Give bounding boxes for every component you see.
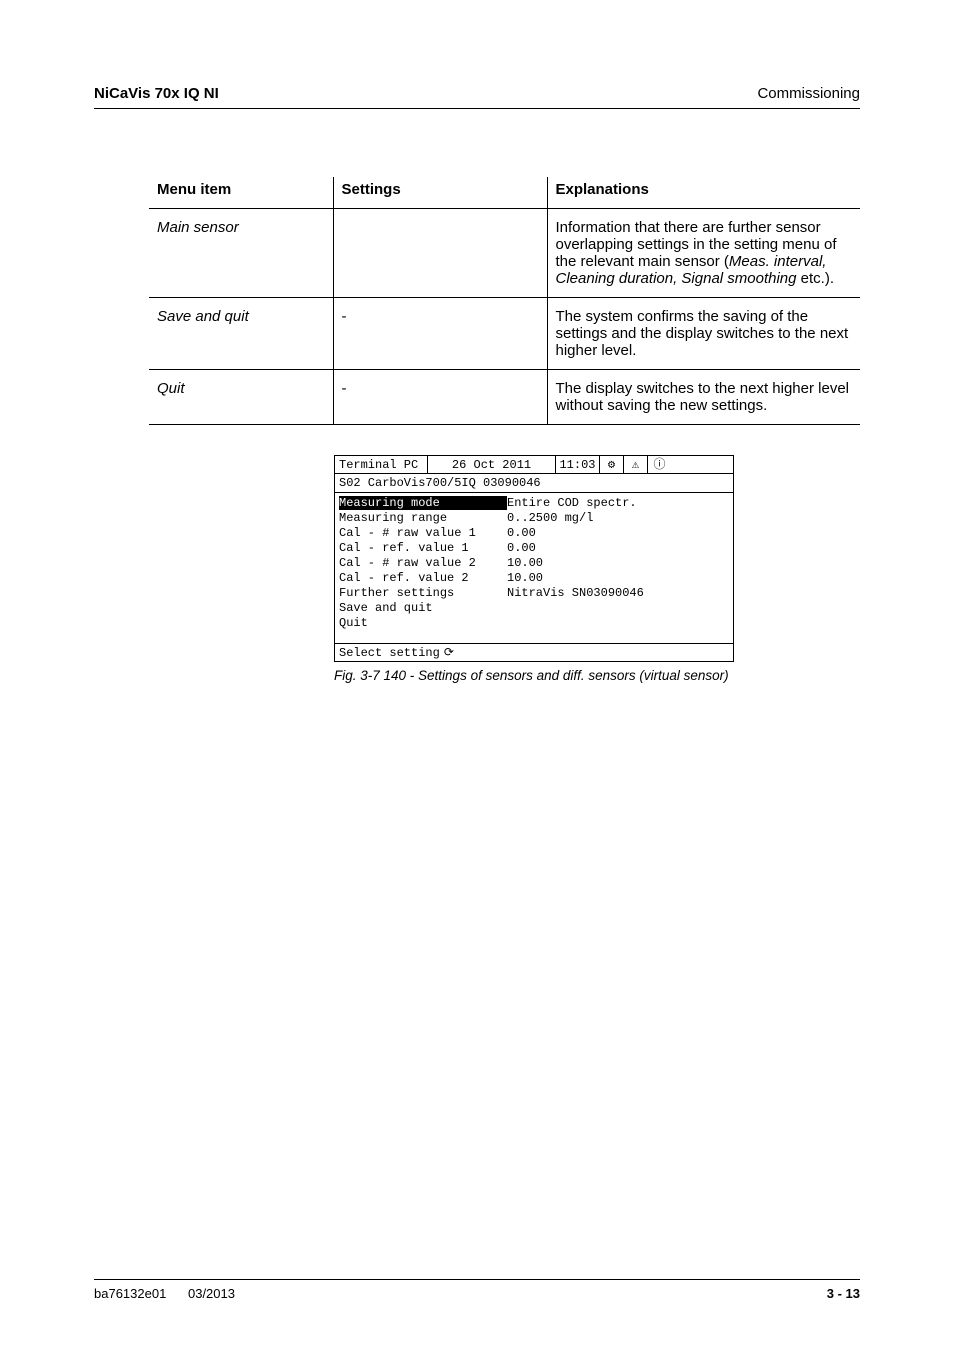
- terminal-row-label: Cal - # raw value 2: [339, 556, 507, 570]
- terminal-row-value: NitraVis SN03090046: [507, 586, 644, 600]
- terminal-row-label: Cal - ref. value 1: [339, 541, 507, 555]
- menu-item-cell: Main sensor: [149, 209, 333, 298]
- terminal-time: 11:03: [555, 456, 599, 473]
- menu-item-cell: Save and quit: [149, 298, 333, 370]
- terminal-date: 26 Oct 2011: [427, 456, 555, 473]
- terminal-row-value: Entire COD spectr.: [507, 496, 637, 510]
- settings-cell: [333, 209, 547, 298]
- terminal-name: Terminal PC: [339, 458, 427, 472]
- explanation-cell: The display switches to the next higher …: [547, 370, 860, 425]
- terminal-row-selected: Measuring mode Entire COD spectr.: [339, 495, 729, 510]
- terminal-row-value: 10.00: [507, 556, 543, 570]
- menu-table: Menu item Settings Explanations Main sen…: [149, 177, 860, 425]
- terminal-row: Further settings NitraVis SN03090046: [339, 585, 729, 600]
- terminal-row-label: Further settings: [339, 586, 507, 600]
- terminal-row-label: Cal - ref. value 2: [339, 571, 507, 585]
- footer-docnum: ba76132e01: [94, 1286, 166, 1301]
- explanation-text-post: etc.).: [797, 270, 835, 287]
- menu-item-cell: Quit: [149, 370, 333, 425]
- footer-date: 03/2013: [188, 1286, 235, 1301]
- info-icon: ⓘ: [647, 456, 671, 473]
- col-header-settings: Settings: [333, 177, 547, 209]
- terminal-row-label: Measuring range: [339, 511, 507, 525]
- page: NiCaVis 70x IQ NI Commissioning Menu ite…: [0, 0, 954, 1351]
- refresh-icon: ⟳: [444, 646, 454, 660]
- terminal-row: Cal - ref. value 2 10.00: [339, 570, 729, 585]
- header-title-right: Commissioning: [757, 85, 860, 102]
- terminal-row-value: 10.00: [507, 571, 543, 585]
- table-row: Main sensor Information that there are f…: [149, 209, 860, 298]
- terminal-subheader: S02 CarboVis700/5IQ 03090046: [335, 474, 733, 493]
- terminal-footer-text: Select setting: [339, 646, 440, 660]
- terminal-screenshot: Terminal PC 26 Oct 2011 11:03 ⚙ ⚠ ⓘ S02 …: [334, 455, 734, 662]
- terminal-row-value: 0.00: [507, 541, 536, 555]
- table-row: Save and quit - The system confirms the …: [149, 298, 860, 370]
- terminal-footer: Select setting ⟳: [335, 643, 733, 661]
- terminal-figure: Terminal PC 26 Oct 2011 11:03 ⚙ ⚠ ⓘ S02 …: [334, 455, 860, 683]
- figure-caption: Fig. 3-7 140 - Settings of sensors and d…: [334, 668, 860, 683]
- terminal-row: Measuring range 0..2500 mg/l: [339, 510, 729, 525]
- table-header-row: Menu item Settings Explanations: [149, 177, 860, 209]
- terminal-row: Cal - # raw value 1 0.00: [339, 525, 729, 540]
- gear-icon: ⚙: [599, 456, 623, 473]
- settings-cell: -: [333, 298, 547, 370]
- explanation-cell: The system confirms the saving of the se…: [547, 298, 860, 370]
- terminal-body: Measuring mode Entire COD spectr. Measur…: [335, 493, 733, 643]
- terminal-row: Quit: [339, 615, 729, 630]
- col-header-explanations: Explanations: [547, 177, 860, 209]
- settings-cell: -: [333, 370, 547, 425]
- terminal-row: Save and quit: [339, 600, 729, 615]
- page-footer: ba76132e01 03/2013 3 - 13: [94, 1279, 860, 1301]
- terminal-row-label: Save and quit: [339, 601, 507, 615]
- terminal-row-label: Quit: [339, 616, 507, 630]
- terminal-row-label: Cal - # raw value 1: [339, 526, 507, 540]
- header-title-left: NiCaVis 70x IQ NI: [94, 85, 219, 102]
- col-header-menu-item: Menu item: [149, 177, 333, 209]
- terminal-row-value: 0.00: [507, 526, 536, 540]
- footer-page-number: 3 - 13: [827, 1286, 860, 1301]
- page-header: NiCaVis 70x IQ NI Commissioning: [94, 85, 860, 109]
- explanation-text-pre: The display switches to the next higher …: [556, 380, 850, 414]
- terminal-row: Cal - # raw value 2 10.00: [339, 555, 729, 570]
- menu-table-wrap: Menu item Settings Explanations Main sen…: [149, 177, 860, 425]
- footer-left: ba76132e01 03/2013: [94, 1286, 235, 1301]
- warning-icon: ⚠: [623, 456, 647, 473]
- terminal-row: Cal - ref. value 1 0.00: [339, 540, 729, 555]
- terminal-row-value: 0..2500 mg/l: [507, 511, 593, 525]
- explanation-cell: Information that there are further senso…: [547, 209, 860, 298]
- terminal-row-label: Measuring mode: [339, 496, 507, 510]
- explanation-text-pre: The system confirms the saving of the se…: [556, 308, 849, 359]
- terminal-top-bar: Terminal PC 26 Oct 2011 11:03 ⚙ ⚠ ⓘ: [335, 456, 733, 474]
- table-row: Quit - The display switches to the next …: [149, 370, 860, 425]
